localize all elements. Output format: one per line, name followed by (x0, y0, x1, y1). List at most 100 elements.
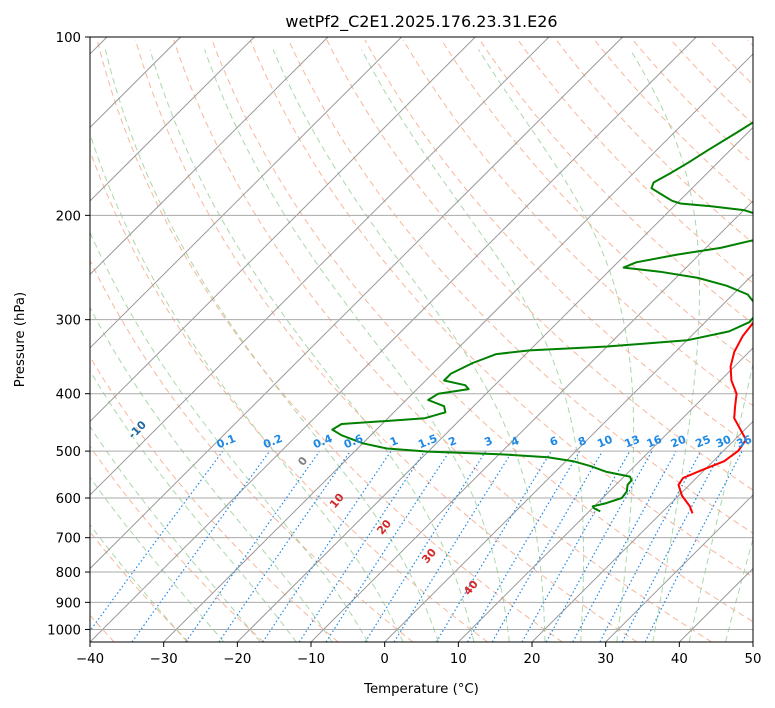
dry-adiabat-line (364, 39, 753, 449)
y-tick-label: 200 (56, 209, 81, 224)
mixing-ratio-label: 10 (595, 433, 614, 451)
mixing-ratio-label: 25 (694, 433, 713, 451)
mixing-ratio-line (325, 451, 450, 642)
x-tick-label: −20 (223, 652, 251, 667)
moist-adiabat-line (104, 49, 439, 642)
dry-adiabat-line (555, 39, 753, 244)
mixing-ratio-line (90, 451, 223, 632)
plot-area: 0.10.20.40.611.52346810131620253036-100-… (90, 37, 754, 642)
isotherm-line (90, 37, 550, 496)
moist-adiabat-line (90, 231, 369, 642)
x-tick-label: −40 (76, 652, 104, 667)
x-tick-label: 10 (450, 652, 467, 667)
dry-adiabat-line (326, 39, 753, 491)
mixing-ratio-label: 8 (576, 434, 588, 449)
moist-adiabat-line (204, 49, 510, 642)
dry-adiabat-line (249, 39, 753, 578)
mixing-ratio-label: 16 (645, 433, 664, 451)
y-axis: 1000 900 800 700 600 500 400 300 200 100 (47, 31, 90, 638)
dry-adiabat-line (441, 39, 753, 366)
moist-adiabat-line (90, 524, 188, 642)
mixing-ratio-line (131, 451, 270, 642)
iso-labels: 0.10.20.40.611.52346810131620253036-100-… (126, 418, 754, 598)
isotherm-line (236, 126, 753, 642)
chart-title: wetPf2_C2E1.2025.176.23.31.E26 (285, 12, 557, 32)
isotherm-line (457, 347, 753, 642)
mixing-ratio-line (572, 451, 677, 642)
mixing-ratio-line (466, 451, 581, 642)
isotherm-line (90, 37, 697, 642)
y-tick-label: 1000 (47, 623, 81, 638)
dry-adiabat-line (135, 39, 638, 642)
mixing-ratio-line (435, 451, 552, 642)
plot-frame (89, 36, 754, 643)
isotherm-line (90, 37, 255, 202)
x-tick-label: 0 (380, 652, 388, 667)
x-tick-label: −30 (150, 652, 178, 667)
x-tick-label: −10 (297, 652, 325, 667)
moist-adiabats (90, 49, 753, 642)
mixing-ratio-line (521, 451, 631, 642)
isotherms (90, 37, 753, 642)
isotherm-line (310, 200, 753, 642)
mixing-ratio-label: 20 (669, 433, 688, 451)
x-tick-label: 30 (597, 652, 614, 667)
temperature-profile-line (677, 321, 753, 514)
y-tick-label: 600 (56, 492, 81, 507)
x-axis: −40 −30 −20 −10 0 10 20 30 40 50 (76, 642, 761, 667)
mixing-ratio-line (545, 451, 653, 642)
mixing-ratio-label: 2 (446, 434, 458, 449)
isotherm-line (605, 494, 753, 642)
moist-adiabat-line (90, 476, 225, 642)
dry-adiabat-line (288, 39, 753, 534)
mixing-ratio-line (393, 451, 513, 642)
dry-adiabat-line (479, 39, 753, 325)
y-tick-label: 500 (56, 445, 81, 460)
moist-adiabat-line (478, 49, 635, 642)
y-tick-label: 400 (56, 388, 81, 403)
moist-adiabat-line (725, 537, 753, 642)
moist-adiabat-line (149, 49, 475, 642)
isotherm-line (90, 37, 329, 276)
x-tick-label: 40 (671, 652, 688, 667)
moist-adiabat-line (629, 49, 700, 642)
dewpoint-profile-line (331, 121, 753, 513)
moist-adiabat-line (90, 369, 297, 642)
dry-adiabat-line (173, 39, 712, 642)
x-tick-label: 20 (524, 652, 541, 667)
moist-adiabat-line (272, 49, 546, 642)
y-tick-label: 700 (56, 532, 81, 547)
x-tick-label: 50 (745, 652, 762, 667)
isotherm-line (90, 37, 402, 349)
mixing-ratio-line (218, 451, 351, 642)
moist-adiabat-line (90, 132, 404, 642)
moist-adiabat-line (361, 49, 585, 642)
mixing-ratio-line (364, 451, 487, 642)
mixing-ratio-line (491, 451, 603, 642)
y-tick-label: 100 (56, 31, 81, 46)
y-axis-label: Pressure (hPa) (13, 292, 28, 387)
dry-adiabat-line (90, 259, 414, 642)
dry-adiabat-line (90, 445, 264, 642)
isotherm-line (90, 37, 476, 423)
isotherm-line (90, 37, 623, 570)
mixing-ratio-label: 13 (623, 433, 642, 451)
profiles (331, 121, 753, 514)
moist-adiabat-line (90, 425, 261, 642)
isotherm-line (531, 420, 753, 642)
dry-adiabat-line (96, 39, 563, 642)
moist-adiabat-line (688, 361, 753, 642)
dry-adiabat-line (90, 531, 190, 642)
moist-adiabat-line (90, 306, 333, 642)
x-axis-label: Temperature (°C) (363, 682, 479, 697)
y-tick-label: 300 (56, 314, 81, 329)
mixing-ratio-label: 36 (735, 433, 754, 451)
mixing-ratio-lines (90, 451, 743, 642)
mixing-ratio-label: 3 (483, 434, 495, 449)
dry-adiabat-line (594, 39, 753, 204)
y-tick-label: 800 (56, 566, 81, 581)
mixing-ratio-label: 1 (388, 434, 400, 449)
y-tick-label: 900 (56, 596, 81, 611)
mixing-ratio-label: 30 (714, 433, 733, 451)
